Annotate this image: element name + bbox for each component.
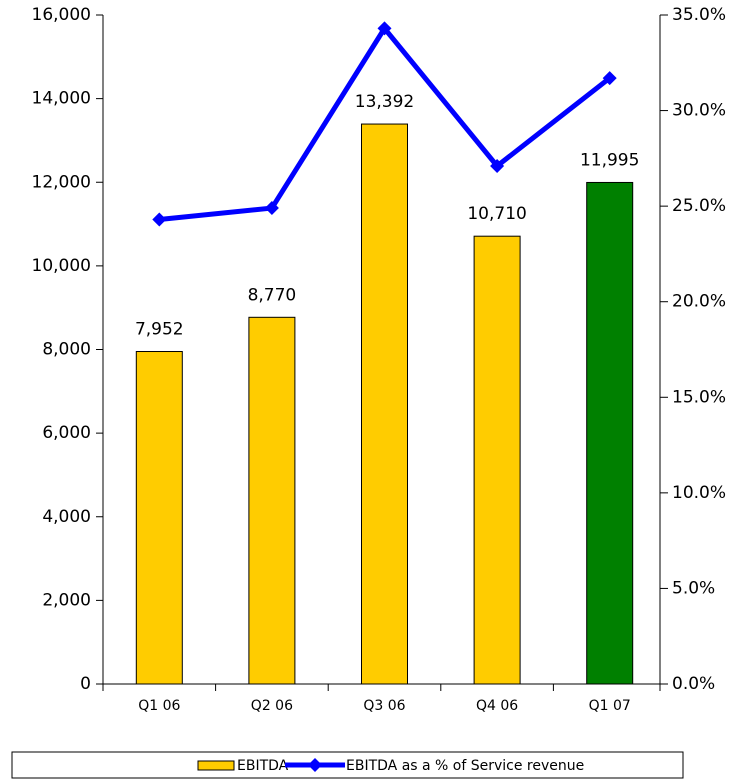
y-tick-label: 14,000 [32, 89, 91, 109]
bar [473, 235, 521, 685]
bar-value-label: 7,952 [135, 320, 184, 340]
y2-tick-label: 5.0% [672, 578, 715, 598]
bar-value-label: 8,770 [248, 285, 297, 305]
bar [586, 181, 634, 685]
y-tick-label: 10,000 [32, 256, 91, 276]
y-tick-label: 0 [80, 674, 91, 694]
y2-tick-label: 30.0% [672, 101, 726, 121]
y-tick-label: 4,000 [42, 507, 91, 527]
bar-value-label: 11,995 [580, 150, 639, 170]
y2-tick-label: 35.0% [672, 5, 726, 25]
bar [248, 316, 296, 685]
x-tick-label: Q3 06 [363, 698, 405, 714]
line-marker [602, 71, 617, 86]
y2-tick-label: 20.0% [672, 292, 726, 312]
y2-tick-label: 15.0% [672, 387, 726, 407]
x-tick-label: Q4 06 [476, 698, 518, 714]
bar-value-label: 13,392 [355, 92, 414, 112]
line-marker [490, 159, 505, 174]
line-marker [377, 21, 392, 36]
y-tick-label: 16,000 [32, 5, 91, 25]
line-marker [152, 212, 167, 227]
y2-tick-label: 25.0% [672, 196, 726, 216]
x-tick-label: Q2 06 [251, 698, 293, 714]
x-tick-label: Q1 06 [138, 698, 180, 714]
line-marker [264, 201, 279, 216]
y-tick-label: 8,000 [42, 340, 91, 360]
legend-swatch [197, 760, 235, 771]
y-tick-label: 2,000 [42, 590, 91, 610]
legend-label: EBITDA as a % of Service revenue [346, 758, 584, 774]
y-tick-label: 6,000 [42, 423, 91, 443]
y-tick-label: 12,000 [32, 172, 91, 192]
x-tick-label: Q1 07 [589, 698, 631, 714]
legend-box [11, 751, 684, 779]
y2-tick-label: 10.0% [672, 483, 726, 503]
bar [361, 123, 408, 685]
legend-label: EBITDA [237, 758, 289, 774]
bar-value-label: 10,710 [467, 204, 526, 224]
bar [135, 351, 183, 685]
y2-tick-label: 0.0% [672, 674, 715, 694]
legend-swatch [308, 758, 322, 772]
